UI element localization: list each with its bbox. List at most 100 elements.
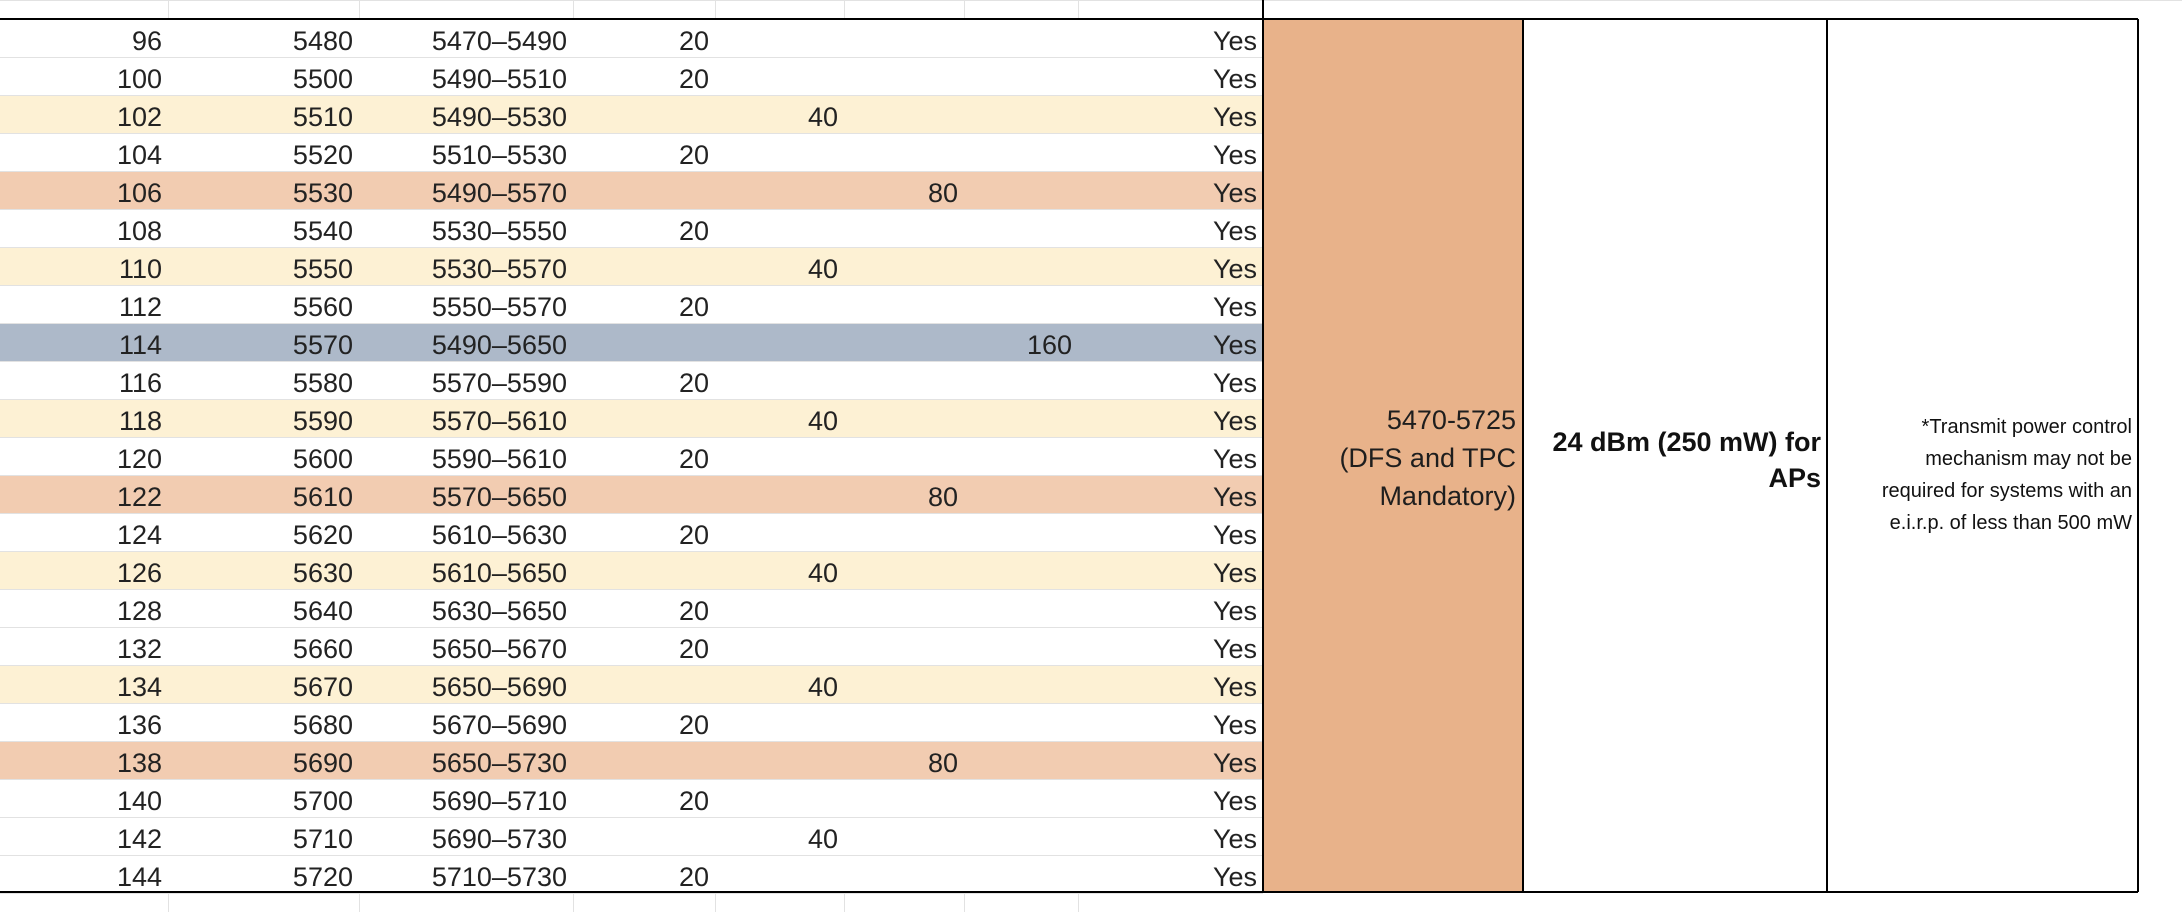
freq-range-cell[interactable]: 5570–5610 xyxy=(431,406,567,436)
allowed-cell[interactable]: Yes xyxy=(1212,558,1257,588)
width-40-cell[interactable]: 40 xyxy=(807,558,838,588)
width-20-cell[interactable] xyxy=(573,400,715,438)
freq-range-cell[interactable]: 5650–5730 xyxy=(431,748,567,778)
channel-cell[interactable]: 108 xyxy=(116,216,162,246)
table-row[interactable]: 104 5520 5510–5530 20 Yes xyxy=(0,134,1263,172)
channel-cell[interactable]: 132 xyxy=(116,634,162,664)
channel-cell[interactable]: 106 xyxy=(116,178,162,208)
table-row[interactable]: 112 5560 5550–5570 20 Yes xyxy=(0,286,1263,324)
width-80-cell[interactable]: 80 xyxy=(927,748,958,778)
width-80-cell[interactable] xyxy=(844,210,964,248)
channel-cell[interactable]: 126 xyxy=(116,558,162,588)
width-20-cell[interactable]: 20 xyxy=(678,710,709,740)
table-row[interactable]: 144 5720 5710–5730 20 Yes xyxy=(0,856,1263,894)
channel-cell[interactable]: 134 xyxy=(116,672,162,702)
max-power-cell[interactable]: 24 dBm (250 mW) for APs xyxy=(1523,19,1827,892)
width-160-cell[interactable] xyxy=(964,780,1078,818)
allowed-cell[interactable]: Yes xyxy=(1212,330,1257,360)
width-40-cell[interactable] xyxy=(715,362,844,400)
width-40-cell[interactable]: 40 xyxy=(807,102,838,132)
width-20-cell[interactable]: 20 xyxy=(678,862,709,892)
width-80-cell[interactable] xyxy=(844,590,964,628)
freq-range-cell[interactable]: 5570–5590 xyxy=(431,368,567,398)
width-160-cell[interactable] xyxy=(964,590,1078,628)
width-20-cell[interactable]: 20 xyxy=(678,596,709,626)
freq-range-cell[interactable]: 5490–5650 xyxy=(431,330,567,360)
width-80-cell[interactable] xyxy=(844,96,964,134)
width-160-cell[interactable]: 160 xyxy=(1026,330,1072,360)
freq-range-cell[interactable]: 5490–5530 xyxy=(431,102,567,132)
allowed-cell[interactable]: Yes xyxy=(1212,140,1257,170)
note-cell[interactable]: *Transmit power control mechanism may no… xyxy=(1827,19,2138,892)
width-160-cell[interactable] xyxy=(964,58,1078,96)
allowed-cell[interactable]: Yes xyxy=(1212,178,1257,208)
allowed-cell[interactable]: Yes xyxy=(1212,216,1257,246)
allowed-cell[interactable]: Yes xyxy=(1212,64,1257,94)
width-40-cell[interactable] xyxy=(715,286,844,324)
center-freq-cell[interactable]: 5670 xyxy=(292,672,353,702)
center-freq-cell[interactable]: 5590 xyxy=(292,406,353,436)
allowed-cell[interactable]: Yes xyxy=(1212,710,1257,740)
table-row[interactable]: 128 5640 5630–5650 20 Yes xyxy=(0,590,1263,628)
channel-cell[interactable]: 112 xyxy=(118,292,162,322)
freq-range-cell[interactable]: 5610–5650 xyxy=(431,558,567,588)
width-40-cell[interactable] xyxy=(715,590,844,628)
center-freq-cell[interactable]: 5560 xyxy=(292,292,353,322)
center-freq-cell[interactable]: 5680 xyxy=(292,710,353,740)
width-160-cell[interactable] xyxy=(964,818,1078,856)
freq-range-cell[interactable]: 5650–5670 xyxy=(431,634,567,664)
width-20-cell[interactable] xyxy=(573,324,715,362)
width-160-cell[interactable] xyxy=(964,704,1078,742)
table-row[interactable]: 132 5660 5650–5670 20 Yes xyxy=(0,628,1263,666)
width-20-cell[interactable]: 20 xyxy=(678,292,709,322)
center-freq-cell[interactable]: 5610 xyxy=(292,482,353,512)
channel-cell[interactable]: 140 xyxy=(116,786,162,816)
channel-cell[interactable]: 120 xyxy=(116,444,162,474)
width-40-cell[interactable] xyxy=(715,476,844,514)
width-20-cell[interactable] xyxy=(573,666,715,704)
width-20-cell[interactable]: 20 xyxy=(678,216,709,246)
width-80-cell[interactable] xyxy=(844,704,964,742)
width-80-cell[interactable] xyxy=(844,20,964,58)
table-row[interactable]: 134 5670 5650–5690 40 Yes xyxy=(0,666,1263,704)
width-20-cell[interactable]: 20 xyxy=(678,140,709,170)
channel-cell[interactable]: 138 xyxy=(116,748,162,778)
allowed-cell[interactable]: Yes xyxy=(1212,862,1257,892)
allowed-cell[interactable]: Yes xyxy=(1212,748,1257,778)
channel-cell[interactable]: 102 xyxy=(116,102,162,132)
width-160-cell[interactable] xyxy=(964,362,1078,400)
width-80-cell[interactable] xyxy=(844,400,964,438)
width-160-cell[interactable] xyxy=(964,172,1078,210)
freq-range-cell[interactable]: 5490–5570 xyxy=(431,178,567,208)
width-160-cell[interactable] xyxy=(964,666,1078,704)
center-freq-cell[interactable]: 5690 xyxy=(292,748,353,778)
center-freq-cell[interactable]: 5530 xyxy=(292,178,353,208)
freq-range-cell[interactable]: 5510–5530 xyxy=(431,140,567,170)
freq-range-cell[interactable]: 5570–5650 xyxy=(431,482,567,512)
width-160-cell[interactable] xyxy=(964,210,1078,248)
table-row[interactable]: 102 5510 5490–5530 40 Yes xyxy=(0,96,1263,134)
width-80-cell[interactable] xyxy=(844,818,964,856)
freq-range-cell[interactable]: 5530–5570 xyxy=(431,254,567,284)
width-40-cell[interactable]: 40 xyxy=(807,672,838,702)
table-row[interactable]: 118 5590 5570–5610 40 Yes xyxy=(0,400,1263,438)
allowed-cell[interactable]: Yes xyxy=(1212,824,1257,854)
table-row[interactable]: 116 5580 5570–5590 20 Yes xyxy=(0,362,1263,400)
allowed-cell[interactable]: Yes xyxy=(1212,482,1257,512)
allowed-cell[interactable]: Yes xyxy=(1212,102,1257,132)
width-20-cell[interactable]: 20 xyxy=(678,786,709,816)
width-160-cell[interactable] xyxy=(964,286,1078,324)
width-80-cell[interactable] xyxy=(844,628,964,666)
table-row[interactable]: 122 5610 5570–5650 80 Yes xyxy=(0,476,1263,514)
freq-range-cell[interactable]: 5690–5730 xyxy=(431,824,567,854)
center-freq-cell[interactable]: 5540 xyxy=(292,216,353,246)
allowed-cell[interactable]: Yes xyxy=(1212,254,1257,284)
table-row[interactable]: 114 5570 5490–5650 160 Yes xyxy=(0,324,1263,362)
allowed-cell[interactable]: Yes xyxy=(1212,596,1257,626)
channel-cell[interactable]: 114 xyxy=(118,330,162,360)
center-freq-cell[interactable]: 5480 xyxy=(292,26,353,56)
channel-cell[interactable]: 124 xyxy=(116,520,162,550)
width-40-cell[interactable] xyxy=(715,134,844,172)
width-80-cell[interactable] xyxy=(844,248,964,286)
freq-range-cell[interactable]: 5650–5690 xyxy=(431,672,567,702)
